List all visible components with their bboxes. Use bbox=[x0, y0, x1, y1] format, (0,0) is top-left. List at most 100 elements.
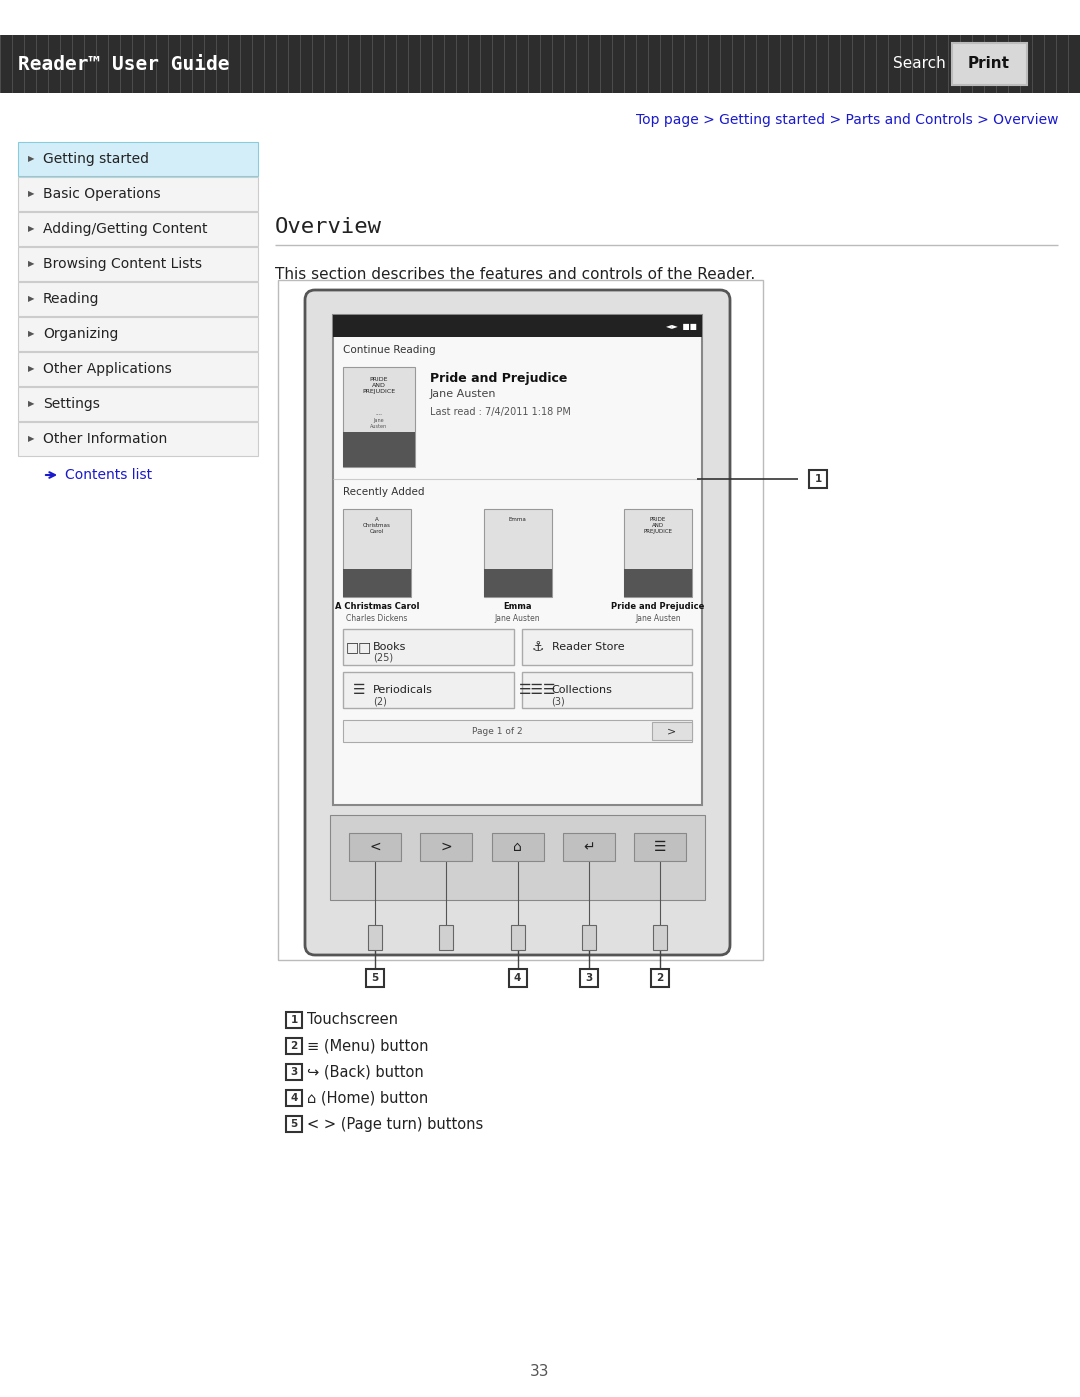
Text: ⚓: ⚓ bbox=[531, 640, 543, 654]
Text: Search: Search bbox=[893, 56, 946, 71]
Bar bbox=[440, 925, 454, 950]
Text: Other Applications: Other Applications bbox=[43, 362, 172, 376]
Text: Overview: Overview bbox=[275, 217, 382, 237]
Text: >: > bbox=[441, 840, 453, 854]
Text: Settings: Settings bbox=[43, 397, 99, 411]
Text: 1: 1 bbox=[814, 474, 822, 483]
Text: ▶: ▶ bbox=[28, 330, 35, 338]
Text: Collections: Collections bbox=[552, 685, 612, 694]
Text: Top page > Getting started > Parts and Controls > Overview: Top page > Getting started > Parts and C… bbox=[635, 113, 1058, 127]
Bar bbox=[18, 142, 258, 176]
Bar bbox=[484, 509, 552, 597]
Text: Continue Reading: Continue Reading bbox=[343, 345, 435, 355]
Bar bbox=[343, 432, 415, 467]
Bar bbox=[809, 469, 827, 488]
Text: Pride and Prejudice: Pride and Prejudice bbox=[430, 372, 567, 386]
Text: ☰: ☰ bbox=[653, 840, 666, 854]
Bar bbox=[18, 282, 258, 316]
Bar bbox=[286, 1090, 302, 1106]
Text: ▶: ▶ bbox=[28, 260, 35, 268]
Bar bbox=[491, 833, 543, 861]
Text: ▶: ▶ bbox=[28, 295, 35, 303]
Text: Last read : 7/4/2011 1:18 PM: Last read : 7/4/2011 1:18 PM bbox=[430, 407, 571, 416]
Text: ▶: ▶ bbox=[28, 225, 35, 233]
Text: 1: 1 bbox=[291, 1016, 298, 1025]
Text: ☰: ☰ bbox=[353, 683, 365, 697]
Bar bbox=[18, 352, 258, 386]
Bar bbox=[343, 629, 513, 665]
Text: 33: 33 bbox=[530, 1365, 550, 1379]
Text: ⌂ (Home) button: ⌂ (Home) button bbox=[307, 1091, 429, 1105]
Bar bbox=[509, 970, 527, 988]
Bar bbox=[286, 1065, 302, 1080]
Bar bbox=[286, 1038, 302, 1053]
Bar bbox=[286, 1011, 302, 1028]
Text: Charles Dickens: Charles Dickens bbox=[347, 615, 407, 623]
Bar bbox=[330, 814, 705, 900]
Text: Contents list: Contents list bbox=[65, 468, 152, 482]
Bar bbox=[484, 569, 552, 597]
Bar bbox=[286, 1116, 302, 1132]
Bar bbox=[343, 672, 513, 708]
Text: Emma: Emma bbox=[509, 517, 526, 522]
Text: Recently Added: Recently Added bbox=[343, 488, 424, 497]
Bar bbox=[582, 925, 596, 950]
Text: ▶: ▶ bbox=[28, 365, 35, 373]
Text: Adding/Getting Content: Adding/Getting Content bbox=[43, 222, 207, 236]
Text: ↵: ↵ bbox=[583, 840, 594, 854]
Bar bbox=[651, 970, 669, 988]
Text: Jane Austen: Jane Austen bbox=[430, 388, 497, 400]
Text: (2): (2) bbox=[373, 696, 387, 705]
Text: Jane Austen: Jane Austen bbox=[635, 615, 680, 623]
Text: Periodicals: Periodicals bbox=[373, 685, 433, 694]
Bar bbox=[634, 833, 686, 861]
Text: 5: 5 bbox=[291, 1119, 298, 1129]
FancyBboxPatch shape bbox=[305, 291, 730, 956]
Text: Touchscreen: Touchscreen bbox=[307, 1013, 399, 1028]
Bar bbox=[624, 509, 692, 597]
Bar bbox=[366, 970, 384, 988]
Text: (25): (25) bbox=[373, 652, 393, 664]
Text: ▶: ▶ bbox=[28, 434, 35, 443]
Text: ≡ (Menu) button: ≡ (Menu) button bbox=[307, 1038, 429, 1053]
Bar bbox=[18, 422, 258, 455]
Text: Basic Operations: Basic Operations bbox=[43, 187, 161, 201]
Text: PRIDE
AND
PREJUDICE: PRIDE AND PREJUDICE bbox=[644, 517, 673, 534]
Text: Emma: Emma bbox=[503, 602, 531, 610]
Text: >: > bbox=[667, 726, 677, 736]
Text: < > (Page turn) buttons: < > (Page turn) buttons bbox=[307, 1116, 483, 1132]
Text: Reader™ User Guide: Reader™ User Guide bbox=[18, 54, 229, 74]
Bar bbox=[420, 833, 472, 861]
Text: ☰☰☰: ☰☰☰ bbox=[518, 683, 556, 697]
Text: 2: 2 bbox=[291, 1041, 298, 1051]
Text: A Christmas Carol: A Christmas Carol bbox=[335, 602, 419, 610]
Text: ↪ (Back) button: ↪ (Back) button bbox=[307, 1065, 423, 1080]
Text: 3: 3 bbox=[585, 972, 592, 983]
Text: Getting started: Getting started bbox=[43, 152, 149, 166]
Text: This section describes the features and controls of the Reader.: This section describes the features and … bbox=[275, 267, 755, 282]
Bar bbox=[368, 925, 382, 950]
Bar bbox=[563, 833, 615, 861]
Text: Print: Print bbox=[968, 56, 1010, 71]
Text: Reader Store: Reader Store bbox=[552, 643, 624, 652]
Bar bbox=[343, 509, 411, 597]
Text: Books: Books bbox=[373, 643, 406, 652]
Text: ▶: ▶ bbox=[28, 155, 35, 163]
Bar bbox=[0, 35, 1080, 94]
Text: Other Information: Other Information bbox=[43, 432, 167, 446]
Text: 5: 5 bbox=[372, 972, 379, 983]
Text: ▶: ▶ bbox=[28, 400, 35, 408]
Text: ----
Jane
Austen: ---- Jane Austen bbox=[370, 412, 388, 429]
Bar bbox=[278, 279, 762, 960]
Bar bbox=[343, 367, 415, 467]
Bar bbox=[333, 314, 702, 805]
Bar bbox=[624, 569, 692, 597]
Bar bbox=[18, 247, 258, 281]
Bar bbox=[343, 569, 411, 597]
Bar bbox=[511, 925, 525, 950]
Text: PRIDE
AND
PREJUDICE: PRIDE AND PREJUDICE bbox=[363, 377, 395, 394]
Bar bbox=[652, 925, 666, 950]
Text: Browsing Content Lists: Browsing Content Lists bbox=[43, 257, 202, 271]
Text: Pride and Prejudice: Pride and Prejudice bbox=[611, 602, 704, 610]
Bar bbox=[18, 177, 258, 211]
